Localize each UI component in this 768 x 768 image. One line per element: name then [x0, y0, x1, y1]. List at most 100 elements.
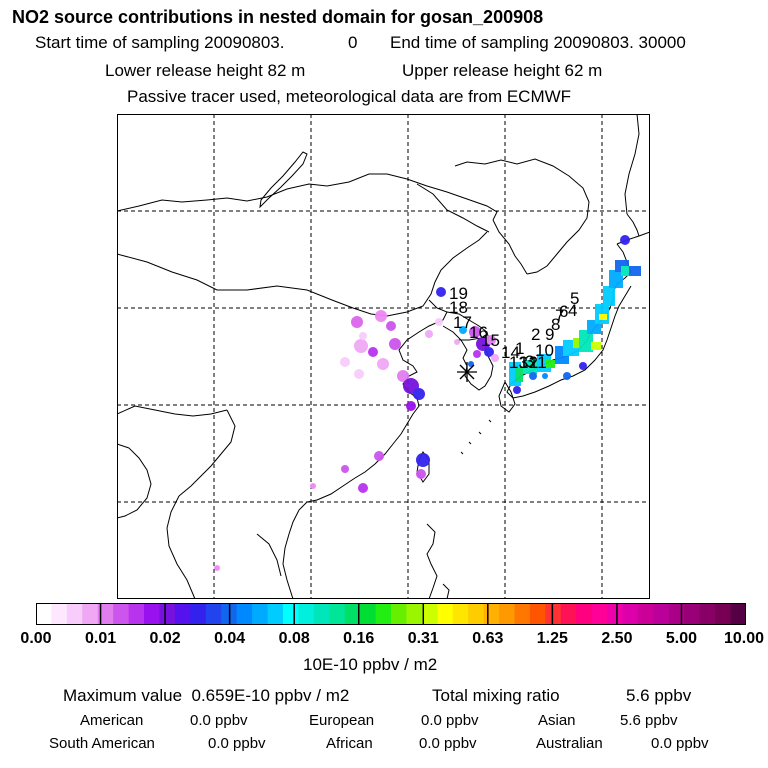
- colorbar-cell: [468, 603, 485, 625]
- colorbar-cell: [36, 603, 53, 625]
- colorbar-cell: [730, 603, 746, 625]
- station-label-18: 18: [449, 298, 468, 317]
- colorbar-cell: [499, 603, 516, 625]
- colorbar-tick-label: 0.63: [472, 630, 504, 647]
- lower-release-height: Lower release height 82 m: [105, 61, 306, 80]
- colorbar-cell: [360, 603, 377, 625]
- colorbar-cell: [128, 603, 145, 625]
- station-label-19: 19: [449, 284, 468, 303]
- region-value-european: 0.0 ppbv: [421, 712, 479, 729]
- region-label-south-american: South American: [49, 735, 155, 752]
- colorbar-cell: [514, 603, 531, 625]
- bangladesh-coast: [117, 443, 152, 519]
- colorbar-cell: [391, 603, 408, 625]
- ryukyu-2: [468, 441, 472, 445]
- philippines-visayas: [442, 583, 450, 599]
- station-label-17: 17: [453, 313, 472, 332]
- station-label-6: 6: [559, 302, 568, 321]
- colorbar-cell: [82, 603, 99, 625]
- colorbar-cell: [699, 603, 716, 625]
- lat-lon-grid: [117, 114, 650, 599]
- colorbar-cell: [298, 603, 315, 625]
- russia-china-border-east: [492, 219, 528, 275]
- start-time-label: Start time of sampling 20090803.: [35, 33, 285, 52]
- colorbar: [36, 603, 746, 625]
- region-label-american: American: [80, 712, 144, 729]
- china-southwest-border: [117, 405, 228, 417]
- colorbar-cell: [267, 603, 284, 625]
- station-label-10: 10: [535, 341, 554, 360]
- colorbar-cell: [437, 603, 454, 625]
- colorbar-frame: [36, 603, 746, 625]
- lake-baikal: [259, 151, 308, 209]
- colorbar-cell: [236, 603, 253, 625]
- colorbar-tick-label: 0.02: [149, 630, 181, 647]
- colorbar-tick-label: 0.31: [407, 630, 439, 647]
- colorbar-cell: [313, 603, 330, 625]
- station-label-4: 4: [568, 301, 577, 320]
- station-label-8: 8: [551, 315, 560, 334]
- korea-japan-field: [454, 235, 641, 394]
- colorbar-cell: [66, 603, 83, 625]
- colorbar-cell: [684, 603, 701, 625]
- station-label-1: 1: [515, 339, 524, 358]
- colorbar-cell: [252, 603, 269, 625]
- region-value-south-american: 0.0 ppbv: [208, 735, 266, 752]
- vietnam-coast: [282, 501, 308, 599]
- station-label-5: 5: [570, 289, 579, 308]
- south-china-coast: [306, 477, 356, 503]
- colorbar-tick-label: 0.00: [20, 630, 52, 647]
- station-label-2: 2: [531, 325, 540, 344]
- amur-river: [416, 183, 490, 233]
- colorbar-cell: [452, 603, 469, 625]
- station-label-15: 15: [481, 331, 500, 350]
- colorbar-tick-label: 5.00: [665, 630, 698, 647]
- figure-title: NO2 source contributions in nested domai…: [12, 7, 544, 27]
- colorbar-cell: [344, 603, 361, 625]
- station-label-16: 16: [469, 323, 488, 342]
- station-label-12: 12: [519, 353, 538, 372]
- region-value-african: 0.0 ppbv: [419, 735, 477, 752]
- myanmar-border: [178, 409, 236, 497]
- end-time-label: End time of sampling 20090803. 30000: [390, 33, 686, 52]
- max-value: 0.659E-10 ppbv / m2: [191, 686, 350, 705]
- tracer-note: Passive tracer used, meteorological data…: [127, 87, 572, 106]
- start-time-value: 0: [348, 33, 358, 52]
- station-label-9: 9: [545, 325, 554, 344]
- colorbar-tick-label: 0.01: [84, 630, 117, 647]
- station-label-13: 13: [509, 353, 528, 372]
- station-label-14: 14: [501, 343, 520, 362]
- colorbar-units: 10E-10 ppbv / m2: [303, 655, 438, 674]
- ryukyu-1: [460, 451, 464, 455]
- colorbar-cell: [483, 603, 500, 625]
- russia-mongolia-border: [117, 173, 498, 221]
- colorbar-cell: [607, 603, 624, 625]
- colorbar-cell: [591, 603, 608, 625]
- ryukyu-4: [488, 419, 492, 423]
- colorbar-tick-label: 10.00: [723, 630, 764, 647]
- colorbar-cell: [113, 603, 130, 625]
- korea-dmz: [457, 337, 482, 341]
- region-label-australian: Australian: [536, 735, 603, 752]
- region-value-asian: 5.6 ppbv: [620, 712, 678, 729]
- station-label-7: 7: [555, 306, 564, 325]
- colorbar-cell: [144, 603, 161, 625]
- ryukyu-3: [478, 431, 482, 435]
- colorbar-tick-label: 2.50: [601, 630, 633, 647]
- mongolia-china-border: [117, 231, 488, 317]
- colorbar-cell: [545, 603, 562, 625]
- total-mixing-ratio-label: Total mixing ratio: [432, 686, 560, 705]
- station-label-11: 11: [529, 353, 547, 372]
- thailand-border: [166, 495, 196, 599]
- laos-cambodia: [256, 533, 282, 577]
- source-contribution-map: 19 18 17 16 15 14 13 12 11 10 9 8 7 6 5 …: [117, 114, 650, 599]
- region-label-asian: Asian: [538, 712, 576, 729]
- map-frame: [117, 114, 650, 599]
- colorbar-cell: [329, 603, 346, 625]
- colorbar-cell: [668, 603, 685, 625]
- total-mixing-ratio-value: 5.6 ppbv: [626, 686, 692, 705]
- region-label-african: African: [326, 735, 373, 752]
- max-value-label: Maximum value: [63, 686, 183, 705]
- colorbar-cell: [622, 603, 639, 625]
- russia-far-east-coast: [454, 158, 590, 275]
